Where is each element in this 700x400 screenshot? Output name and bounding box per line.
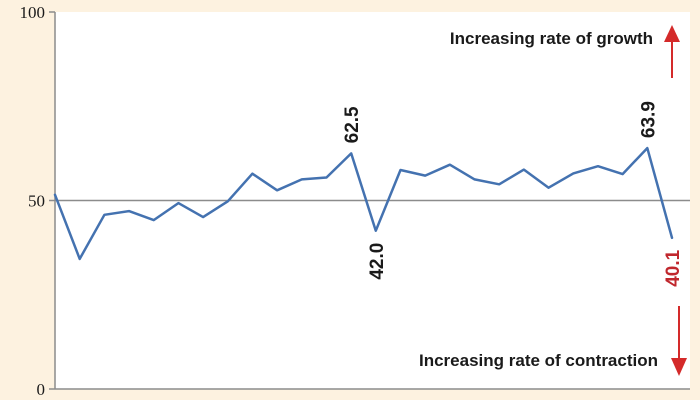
up-arrow-icon bbox=[664, 25, 680, 78]
y-tick-label: 100 bbox=[20, 3, 46, 22]
contraction-annotation: Increasing rate of contraction bbox=[419, 306, 687, 376]
data-point bbox=[226, 199, 230, 203]
data-label: 40.1 bbox=[663, 249, 684, 286]
series-line bbox=[53, 146, 674, 261]
data-point bbox=[250, 172, 254, 176]
data-point bbox=[275, 188, 279, 192]
data-point bbox=[374, 229, 378, 233]
data-point bbox=[399, 168, 403, 172]
data-point bbox=[621, 172, 625, 176]
data-labels: 62.5 42.0 63.9 40.1 bbox=[342, 101, 684, 287]
data-point bbox=[670, 236, 674, 240]
data-point bbox=[497, 182, 501, 186]
y-tick-label: 0 bbox=[37, 380, 46, 399]
y-axis-ticks: 100 50 0 bbox=[20, 3, 55, 399]
data-point bbox=[176, 201, 180, 205]
data-point bbox=[300, 177, 304, 181]
data-point bbox=[596, 164, 600, 168]
data-point bbox=[201, 215, 205, 219]
data-point bbox=[78, 257, 82, 261]
data-point bbox=[645, 146, 649, 150]
data-label: 42.0 bbox=[367, 243, 388, 280]
data-point bbox=[473, 177, 477, 181]
growth-annotation: Increasing rate of growth bbox=[450, 25, 680, 78]
data-point bbox=[423, 174, 427, 178]
growth-annotation-text: Increasing rate of growth bbox=[450, 29, 653, 48]
data-point bbox=[547, 186, 551, 190]
data-point bbox=[448, 163, 452, 167]
y-tick-label: 50 bbox=[28, 192, 45, 211]
contraction-annotation-text: Increasing rate of contraction bbox=[419, 351, 658, 370]
data-point bbox=[152, 218, 156, 222]
data-label: 62.5 bbox=[342, 106, 363, 143]
data-point bbox=[127, 209, 131, 213]
data-point bbox=[324, 176, 328, 180]
series-group bbox=[53, 146, 674, 261]
data-point bbox=[522, 168, 526, 172]
data-point bbox=[53, 193, 57, 197]
data-point bbox=[102, 213, 106, 217]
down-arrow-icon bbox=[671, 306, 687, 376]
data-point bbox=[571, 171, 575, 175]
data-point bbox=[349, 151, 353, 155]
data-label: 63.9 bbox=[638, 101, 659, 138]
